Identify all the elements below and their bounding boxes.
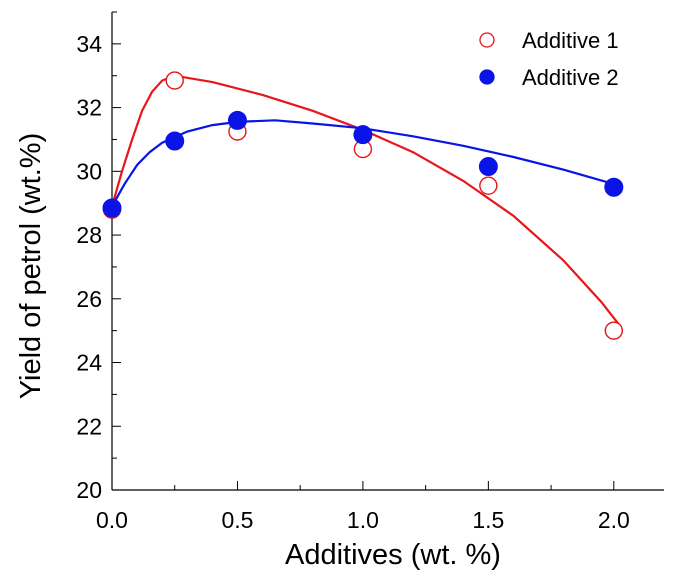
fit-curve-series-1 — [110, 74, 620, 325]
axes — [111, 12, 664, 491]
legend: Additive 1 Additive 2 — [479, 28, 619, 90]
x-tick-label: 0.0 — [96, 507, 128, 533]
data-point-series-2 — [227, 110, 247, 130]
x-tick-label: 1.5 — [472, 507, 504, 533]
y-tick-label: 20 — [76, 477, 102, 503]
y-tick-label: 24 — [76, 350, 102, 376]
fit-curve-series-2 — [111, 119, 620, 207]
x-tick-label: 0.5 — [221, 507, 253, 533]
data-point-series-1 — [604, 321, 624, 340]
data-point-series-1 — [479, 176, 498, 195]
y-axis-title: Yield of petrol (wt.%) — [15, 133, 47, 399]
y-tick-label: 34 — [76, 31, 102, 57]
y-tick-label: 26 — [76, 286, 102, 312]
x-tick-label: 2.0 — [598, 507, 630, 533]
data-point-series-2 — [353, 125, 373, 145]
data-points — [102, 71, 624, 340]
data-point-series-2 — [478, 157, 498, 177]
y-tick-label: 22 — [76, 413, 102, 439]
data-point-series-1 — [165, 71, 184, 90]
x-axis-title: Additives (wt. %) — [285, 539, 501, 571]
ticks: 0.0 0.5 1.0 1.5 2.0 20 22 24 26 28 30 32 34 — [76, 11, 630, 533]
fit-curves — [110, 74, 620, 325]
y-tick-label: 30 — [76, 158, 102, 184]
x-tick-label: 1.0 — [347, 507, 379, 533]
y-tick-label: 32 — [76, 95, 102, 121]
y-tick-label: 28 — [76, 222, 102, 248]
legend-marker-series-2 — [479, 69, 495, 85]
data-point-series-2 — [165, 131, 185, 151]
data-point-series-2 — [102, 198, 122, 218]
legend-label-series-1: Additive 1 — [522, 28, 619, 53]
data-point-series-2 — [604, 177, 624, 197]
legend-marker-series-1 — [479, 32, 495, 48]
legend-label-series-2: Additive 2 — [522, 65, 619, 90]
